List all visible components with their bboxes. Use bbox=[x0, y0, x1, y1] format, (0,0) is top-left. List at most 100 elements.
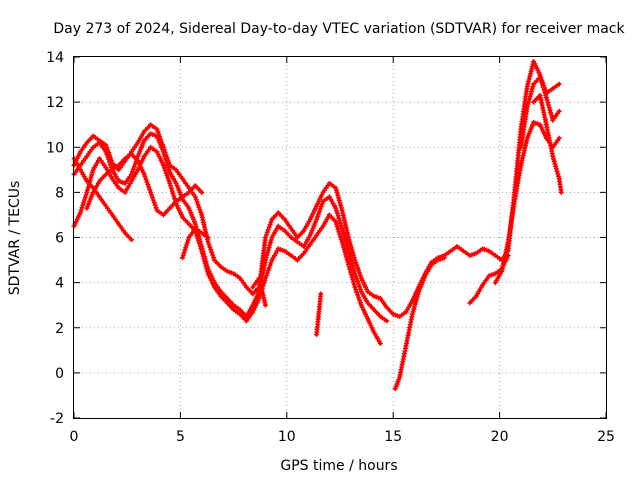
y-tick-label: 14 bbox=[46, 50, 64, 66]
data-point bbox=[91, 190, 95, 194]
y-tick-label: 8 bbox=[55, 185, 64, 201]
series-day-i bbox=[392, 255, 447, 392]
data-point bbox=[91, 168, 95, 172]
data-point bbox=[270, 258, 274, 262]
y-tick-label: 2 bbox=[55, 321, 64, 337]
data-point bbox=[225, 301, 229, 305]
y-tick-label: -2 bbox=[50, 411, 64, 427]
data-point bbox=[493, 253, 497, 258]
data-point bbox=[193, 226, 197, 231]
data-point bbox=[308, 242, 312, 246]
data-point bbox=[353, 272, 357, 276]
data-point bbox=[232, 272, 236, 276]
data-point bbox=[91, 145, 95, 149]
data-point bbox=[378, 341, 382, 346]
data-point bbox=[225, 269, 229, 273]
data-point bbox=[155, 127, 159, 131]
data-point bbox=[270, 235, 274, 240]
data-point bbox=[519, 145, 523, 149]
data-point bbox=[104, 204, 108, 208]
data-point bbox=[238, 276, 242, 280]
data-point bbox=[161, 150, 165, 154]
data-point bbox=[200, 190, 204, 194]
data-point bbox=[398, 314, 402, 319]
data-point bbox=[149, 132, 153, 136]
data-point bbox=[129, 172, 134, 176]
data-point bbox=[378, 296, 382, 300]
data-point bbox=[532, 100, 536, 104]
data-point bbox=[308, 217, 312, 221]
data-point bbox=[525, 84, 529, 88]
data-point bbox=[315, 332, 319, 337]
data-point bbox=[174, 168, 178, 172]
data-point bbox=[315, 217, 319, 221]
data-point bbox=[442, 256, 446, 260]
data-point bbox=[538, 123, 542, 127]
data-point bbox=[283, 229, 287, 233]
data-point bbox=[321, 190, 325, 194]
data-point bbox=[289, 253, 293, 258]
data-point bbox=[117, 163, 121, 167]
data-point bbox=[263, 258, 268, 262]
series-day-f bbox=[180, 226, 211, 261]
data-point bbox=[85, 179, 89, 183]
series-day-h bbox=[314, 291, 324, 337]
data-point bbox=[302, 244, 306, 249]
data-point bbox=[487, 274, 491, 278]
data-point bbox=[251, 292, 255, 296]
series-day-g bbox=[250, 275, 268, 308]
data-point bbox=[455, 244, 459, 249]
data-point bbox=[193, 184, 197, 188]
data-point bbox=[410, 312, 414, 316]
data-point bbox=[398, 375, 402, 379]
data-point bbox=[117, 168, 121, 172]
data-point bbox=[168, 170, 172, 174]
data-point bbox=[532, 59, 536, 64]
data-point bbox=[257, 296, 261, 300]
data-point bbox=[532, 120, 536, 124]
data-point bbox=[423, 274, 427, 278]
data-point bbox=[200, 213, 204, 217]
data-point bbox=[519, 163, 523, 167]
data-point bbox=[193, 222, 197, 226]
data-point bbox=[391, 312, 395, 316]
data-point bbox=[155, 134, 159, 138]
data-point bbox=[319, 292, 323, 296]
data-point bbox=[263, 276, 268, 280]
data-point bbox=[532, 82, 536, 86]
data-point bbox=[359, 290, 363, 294]
data-point bbox=[180, 177, 185, 181]
data-point bbox=[136, 168, 140, 172]
data-point bbox=[78, 150, 82, 154]
x-axis-label: GPS time / hours bbox=[280, 458, 397, 474]
data-point bbox=[308, 233, 312, 237]
data-point bbox=[238, 308, 242, 312]
data-point bbox=[212, 285, 216, 289]
data-point bbox=[276, 211, 280, 215]
data-point bbox=[327, 195, 331, 199]
data-point bbox=[78, 211, 82, 215]
y-tick-label: 4 bbox=[55, 276, 64, 292]
data-point bbox=[372, 330, 376, 334]
data-point bbox=[468, 301, 472, 305]
chart-title: Day 273 of 2024, Sidereal Day-to-day VTE… bbox=[53, 21, 625, 37]
data-point bbox=[263, 235, 268, 240]
data-point bbox=[557, 82, 561, 86]
x-tick-label: 0 bbox=[70, 429, 79, 445]
data-point bbox=[436, 258, 440, 262]
data-point bbox=[85, 141, 89, 145]
series-day-l bbox=[518, 74, 562, 150]
data-point bbox=[557, 177, 561, 181]
data-point bbox=[257, 276, 261, 280]
data-point bbox=[340, 240, 344, 244]
data-point bbox=[180, 215, 185, 219]
data-point bbox=[193, 195, 197, 199]
data-point bbox=[493, 272, 497, 276]
data-point bbox=[97, 179, 102, 183]
data-point bbox=[346, 263, 351, 267]
data-point bbox=[302, 229, 306, 233]
x-tick-label: 15 bbox=[384, 429, 402, 445]
data-point bbox=[180, 195, 185, 199]
data-point bbox=[206, 235, 210, 240]
data-point bbox=[187, 222, 191, 226]
